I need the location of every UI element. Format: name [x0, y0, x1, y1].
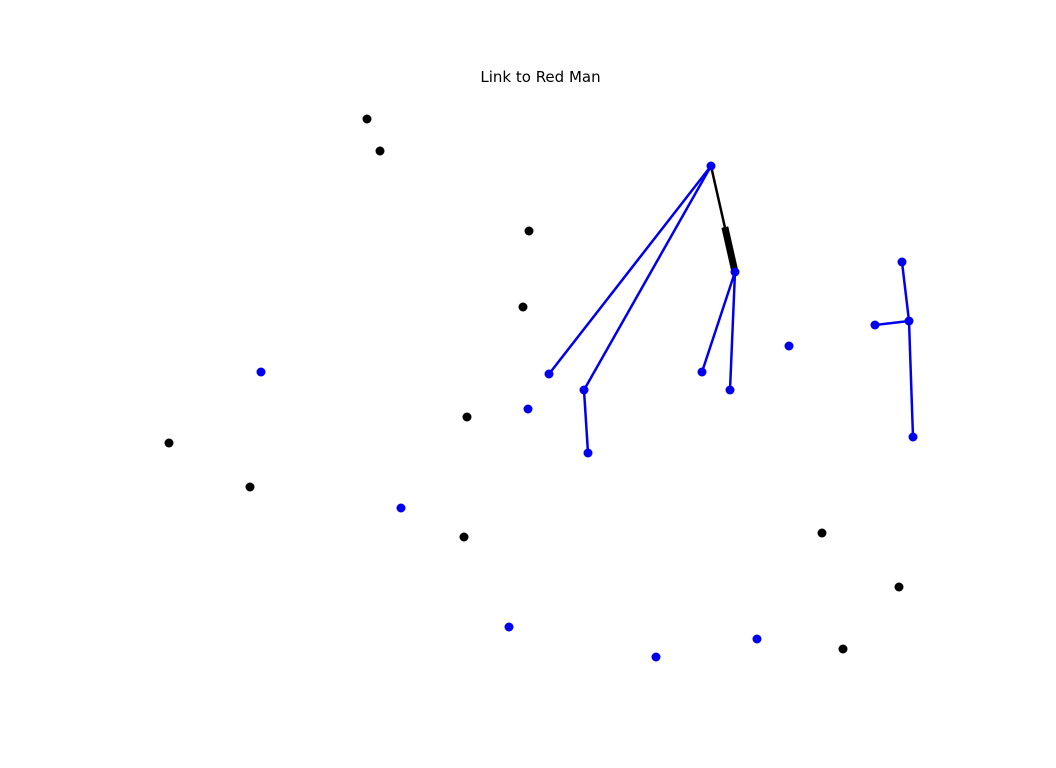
edge-n10-n9: [874, 319, 910, 327]
node-n21: [524, 226, 534, 236]
node-n13: [256, 367, 266, 377]
edge-n1-n4: [582, 165, 713, 391]
node-layer: [164, 114, 918, 662]
node-n22: [518, 302, 528, 312]
diagram-title: Link to Red Man: [480, 68, 601, 86]
node-n25: [245, 482, 255, 492]
node-n17: [651, 652, 661, 662]
node-n8: [897, 257, 907, 267]
node-n16: [504, 622, 514, 632]
node-n6: [697, 367, 707, 377]
node-n27: [817, 528, 827, 538]
node-n1: [706, 161, 716, 171]
node-n11: [908, 432, 918, 442]
edge-n8-n9: [900, 261, 911, 322]
edge-n1-n3: [548, 165, 712, 375]
node-n4: [579, 385, 589, 395]
edge-n4-n5: [582, 389, 590, 454]
edge-arrowhead-n1-n2: [721, 226, 738, 271]
node-n9: [904, 316, 914, 326]
node-n14: [523, 404, 533, 414]
edge-n2-n7: [728, 271, 737, 391]
node-n26: [459, 532, 469, 542]
node-n2: [730, 267, 740, 277]
edge-layer: [548, 165, 915, 454]
node-n12: [784, 341, 794, 351]
node-n28: [894, 582, 904, 592]
edge-n2-n6: [700, 271, 737, 373]
node-n18: [752, 634, 762, 644]
node-n23: [462, 412, 472, 422]
node-n24: [164, 438, 174, 448]
node-n3: [544, 369, 554, 379]
node-n20: [375, 146, 385, 156]
edge-n9-n11: [907, 320, 915, 438]
node-n5: [583, 448, 593, 458]
node-n15: [396, 503, 406, 513]
node-n10: [870, 320, 880, 330]
node-n7: [725, 385, 735, 395]
node-n29: [838, 644, 848, 654]
node-n19: [362, 114, 372, 124]
